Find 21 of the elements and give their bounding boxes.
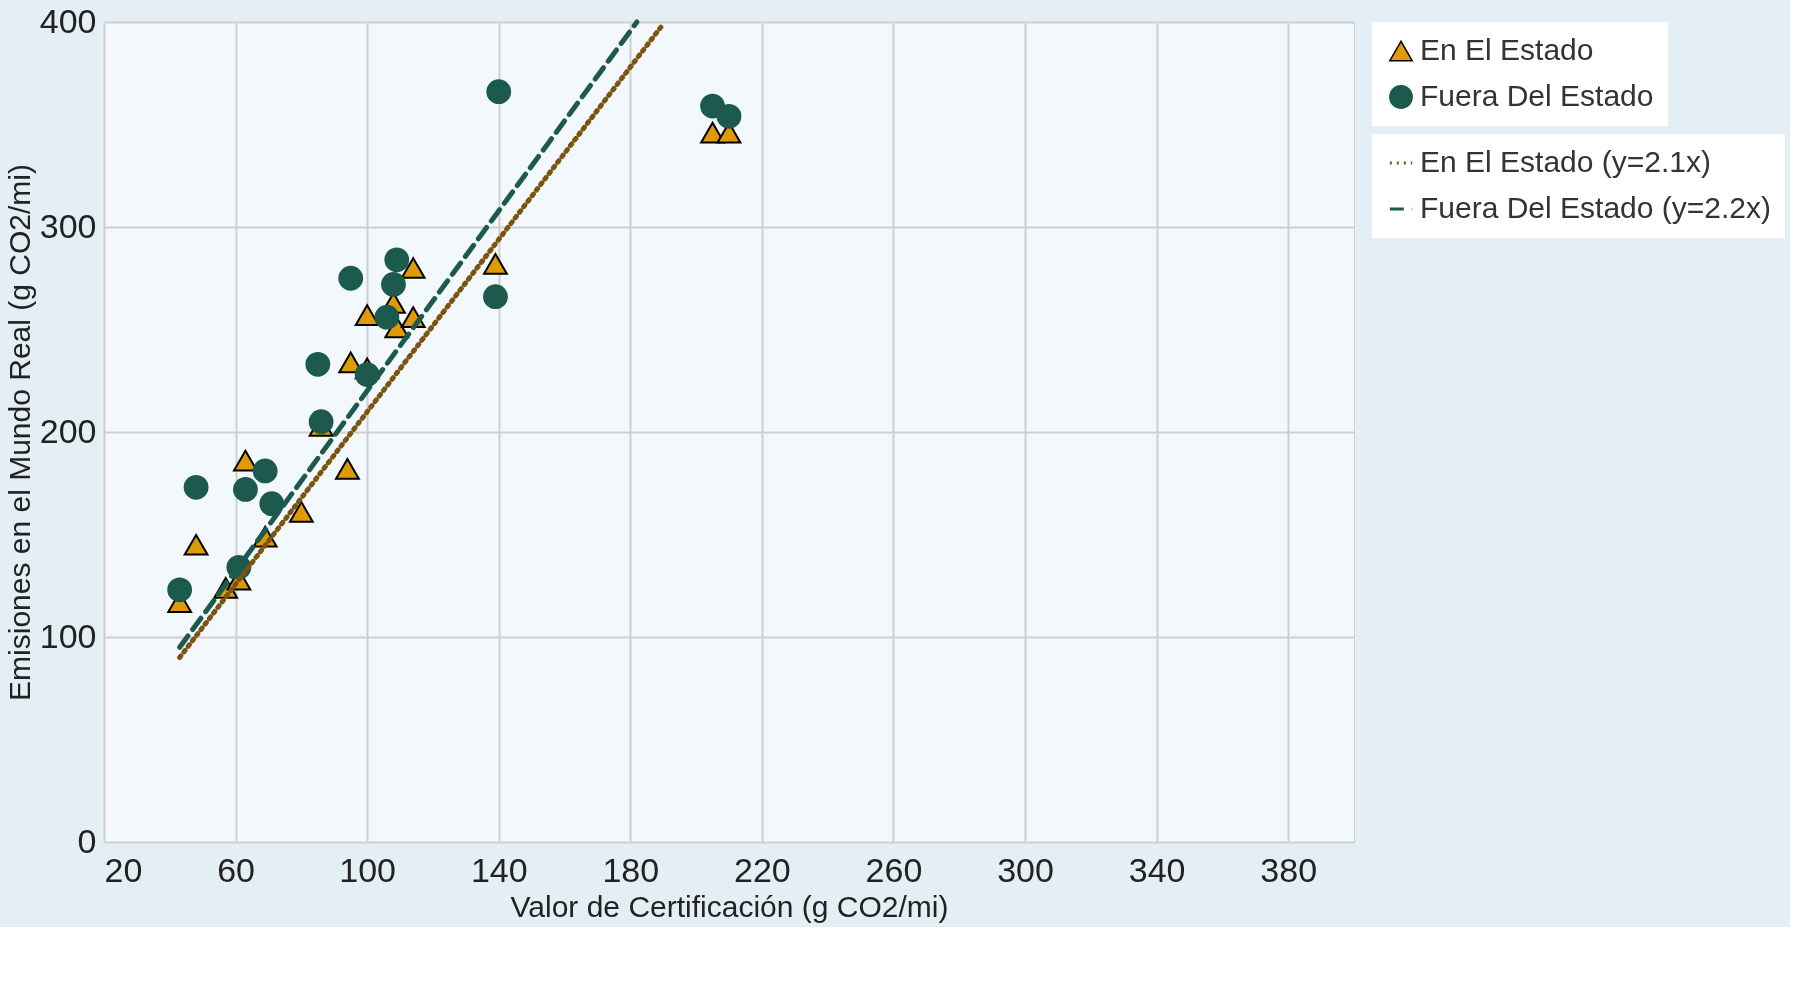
legend-label: En El Estado (y=2.1x) <box>1420 145 1711 178</box>
x-tick-label: 220 <box>734 850 791 889</box>
y-tick-label: 300 <box>39 206 97 245</box>
legend-label: Fuera Del Estado <box>1420 79 1654 112</box>
y-tick-label: 200 <box>39 411 97 450</box>
x-tick-label: 140 <box>470 850 528 889</box>
legend-label: Fuera Del Estado (y=2.2x) <box>1420 191 1771 224</box>
x-axis-title: Valor de Certificación (g CO2/mi) <box>510 889 949 923</box>
x-tick-label: 180 <box>602 850 660 889</box>
legend-label: En El Estado <box>1420 33 1594 66</box>
x-tick-label: 380 <box>1260 850 1318 889</box>
y-tick-label: 400 <box>39 1 97 40</box>
x-tick-label: 100 <box>339 850 397 889</box>
y-tick-label: 0 <box>77 821 97 860</box>
x-tick-label: 60 <box>217 850 255 889</box>
x-tick-label: 260 <box>865 850 923 889</box>
x-tick-label: 20 <box>104 850 143 889</box>
y-axis-title: Emisiones en el Mundo Real (g CO2/mi) <box>2 164 36 701</box>
x-tick-label: 300 <box>997 850 1054 889</box>
x-tick-label: 340 <box>1128 850 1186 889</box>
y-tick-label: 100 <box>39 616 97 655</box>
